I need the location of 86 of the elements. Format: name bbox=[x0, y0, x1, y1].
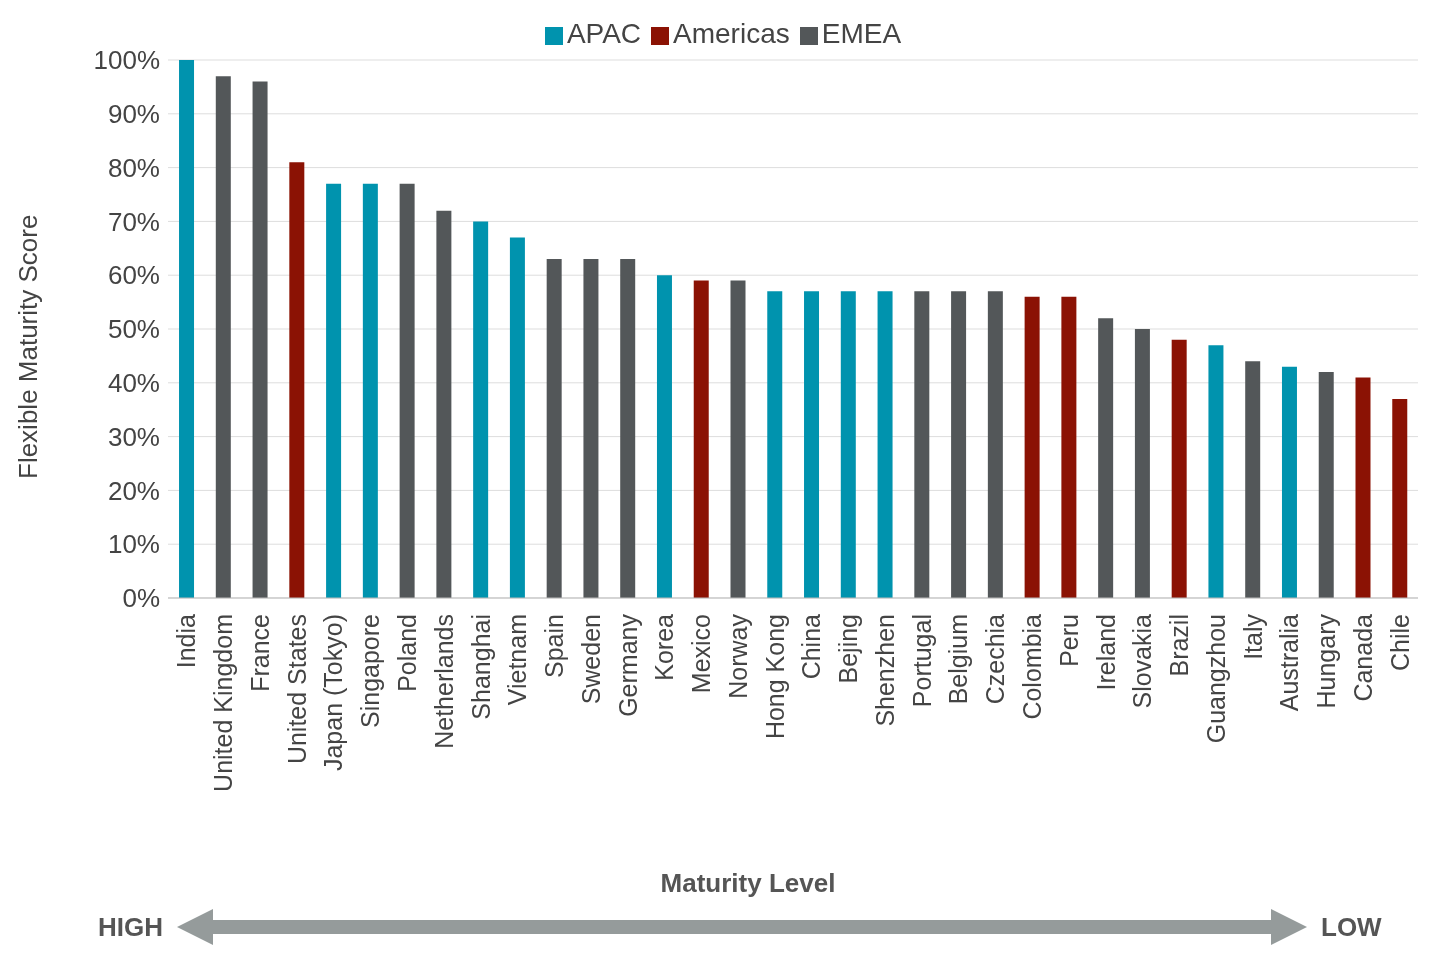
x-tick-label: Shenzhen bbox=[870, 614, 899, 727]
bar bbox=[1318, 372, 1334, 598]
x-tick-label: Spain bbox=[540, 614, 569, 678]
bar bbox=[1061, 296, 1077, 598]
bar bbox=[252, 81, 268, 598]
x-tick-label: United Kingdom bbox=[209, 614, 238, 792]
bar bbox=[1392, 398, 1408, 598]
y-tick-label: 20% bbox=[107, 475, 160, 506]
x-tick-label: Belgium bbox=[944, 614, 973, 705]
bar bbox=[1208, 345, 1224, 598]
bar bbox=[987, 291, 1003, 598]
x-tick-label: Chile bbox=[1385, 614, 1414, 671]
x-tick-label: Bejing bbox=[834, 614, 863, 684]
y-tick-label: 0% bbox=[122, 583, 160, 614]
bar bbox=[1281, 366, 1297, 598]
legend-label: Americas bbox=[673, 18, 790, 49]
y-tick-label: 70% bbox=[107, 206, 160, 237]
bar bbox=[877, 291, 893, 598]
x-tick-label: Colombia bbox=[1017, 613, 1046, 720]
text: LOW bbox=[1321, 911, 1382, 943]
text: HIGH bbox=[98, 911, 163, 943]
bar bbox=[620, 259, 636, 598]
bar bbox=[1245, 361, 1261, 598]
x-tick-label: Canada bbox=[1348, 613, 1377, 702]
y-tick-label: 50% bbox=[107, 314, 160, 345]
x-tick-label: Vietnam bbox=[503, 614, 532, 706]
x-axis-title: Maturity Level bbox=[659, 868, 837, 899]
bar bbox=[951, 291, 967, 598]
x-tick-label: Italy bbox=[1238, 613, 1267, 660]
y-tick-label: 60% bbox=[107, 260, 160, 291]
x-tick-label: Korea bbox=[650, 613, 679, 681]
x-tick-label: Norway bbox=[723, 613, 752, 699]
bar bbox=[840, 291, 856, 598]
bar bbox=[473, 221, 489, 598]
y-tick-label: 10% bbox=[107, 529, 160, 560]
x-tick-label: Hungary bbox=[1312, 613, 1341, 709]
bar bbox=[326, 183, 342, 598]
bar bbox=[1098, 318, 1114, 598]
bar bbox=[1171, 339, 1187, 598]
x-tick-label: Ireland bbox=[1091, 614, 1120, 691]
y-axis-title: Flexible Maturity Score bbox=[13, 214, 44, 479]
bar bbox=[546, 259, 562, 598]
y-tick-label: 80% bbox=[107, 152, 160, 183]
x-tick-label: Portugal bbox=[907, 614, 936, 708]
x-tick-label: India bbox=[172, 613, 201, 669]
bar bbox=[509, 237, 525, 598]
x-tick-label: Australia bbox=[1275, 613, 1304, 712]
y-tick-label: 100% bbox=[93, 45, 160, 76]
bar bbox=[289, 162, 305, 598]
x-tick-label: Czechia bbox=[981, 613, 1010, 705]
bar bbox=[179, 60, 195, 598]
bar bbox=[436, 210, 452, 598]
y-tick-label: 40% bbox=[107, 368, 160, 399]
legend-label: APAC bbox=[566, 18, 642, 49]
x-tick-label: Brazil bbox=[1165, 614, 1194, 677]
x-tick-label: Germany bbox=[613, 613, 642, 717]
x-tick-label: Guangzhou bbox=[1201, 614, 1230, 744]
bar bbox=[215, 76, 231, 598]
x-tick-label: Peru bbox=[1054, 614, 1083, 667]
x-tick-label: United States bbox=[282, 614, 311, 765]
x-tick-label: Netherlands bbox=[429, 614, 458, 749]
bar bbox=[767, 291, 783, 598]
bar bbox=[730, 280, 746, 598]
x-tick-label: Sweden bbox=[576, 614, 605, 705]
x-tick-label: Shanghai bbox=[466, 614, 495, 720]
bar bbox=[804, 291, 820, 598]
x-tick-label: China bbox=[797, 613, 826, 680]
x-tick-label: France bbox=[245, 614, 274, 692]
x-tick-label: Japan (Tokyo) bbox=[319, 614, 348, 772]
bar bbox=[656, 275, 672, 598]
bar bbox=[583, 259, 599, 598]
bar bbox=[399, 183, 415, 598]
legend-label: EMEA bbox=[821, 18, 902, 49]
bar bbox=[1024, 296, 1040, 598]
x-tick-label: Slovakia bbox=[1128, 613, 1157, 709]
bar bbox=[693, 280, 709, 598]
bar bbox=[362, 183, 378, 598]
x-tick-label: Singapore bbox=[356, 614, 385, 728]
y-tick-label: 30% bbox=[107, 421, 160, 452]
x-tick-label: Poland bbox=[392, 614, 421, 692]
y-tick-label: 90% bbox=[107, 99, 160, 130]
x-tick-label: Mexico bbox=[687, 614, 716, 694]
x-tick-label: Hong Kong bbox=[760, 614, 789, 740]
bar bbox=[1355, 377, 1371, 598]
bar bbox=[914, 291, 930, 598]
bar bbox=[1134, 329, 1150, 598]
